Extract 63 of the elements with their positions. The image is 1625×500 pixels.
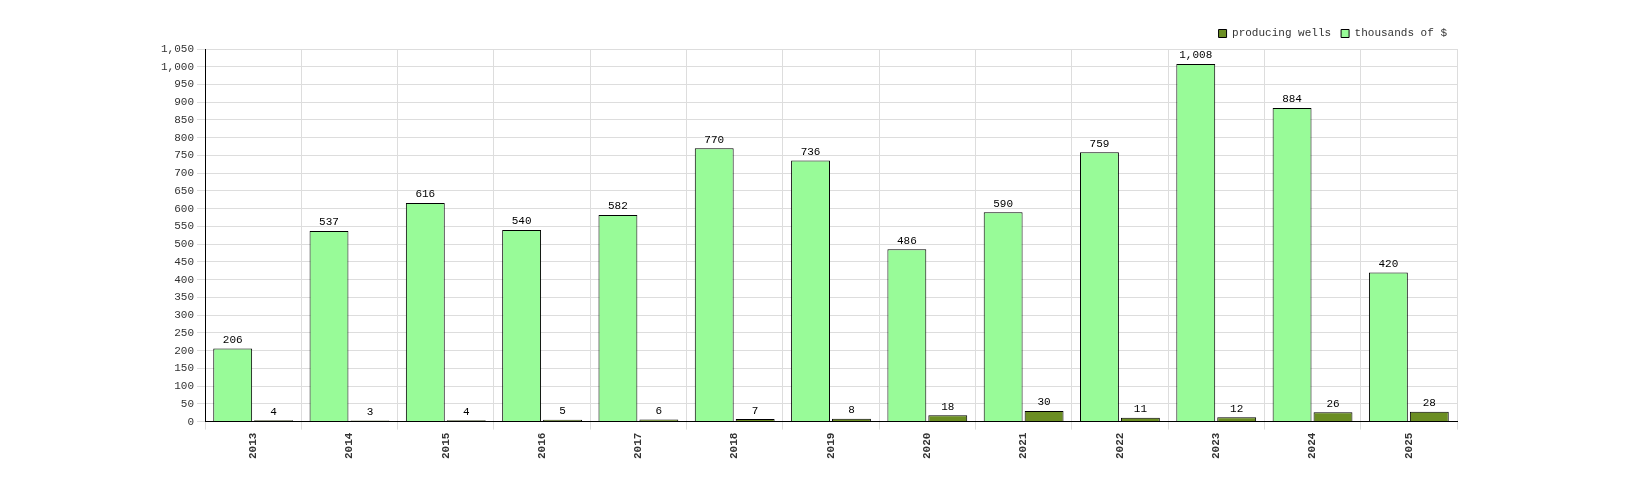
data-label: 28 [1422,397,1436,410]
legend-label: producing wells [1232,27,1332,40]
x-tick-label: 2015 [439,432,452,459]
data-label: 206 [222,333,243,346]
x-tick-label: 2020 [921,432,934,459]
y-tick-label: 950 [174,78,195,91]
y-tick-label: 500 [174,238,195,251]
data-label: 759 [1089,137,1110,150]
y-tick-label: 900 [174,96,195,109]
data-label: 736 [800,145,821,158]
data-label: 6 [655,404,663,417]
y-tick-label: 250 [174,326,195,339]
x-tick-label: 2021 [1017,432,1030,459]
data-label: 3 [366,405,374,418]
y-tick-label: 750 [174,149,195,162]
data-label: 486 [896,234,917,247]
y-tick-label: 0 [187,415,195,428]
data-label: 5 [559,405,566,418]
data-label: 7 [751,404,759,417]
data-label: 4 [462,405,470,418]
data-label: 30 [1037,396,1051,409]
y-tick-label: 1,050 [160,42,195,55]
data-label: 420 [1378,257,1399,270]
data-label: 8 [848,404,855,417]
x-tick-label: 2013 [246,432,259,459]
x-tick-label: 2014 [343,432,356,459]
data-label: 884 [1282,93,1303,106]
y-tick-label: 200 [174,344,195,357]
y-tick-label: 850 [174,113,195,126]
x-tick-label: 2019 [824,432,837,459]
data-label: 616 [415,188,436,201]
x-tick-label: 2023 [1210,432,1222,459]
data-label: 12 [1230,402,1244,415]
x-tick-label: 2016 [535,432,548,459]
x-tick-label: 2024 [1306,432,1319,459]
data-label: 26 [1326,397,1340,410]
y-tick-label: 650 [174,184,195,197]
data-label: 18 [941,400,955,413]
data-label: 540 [511,215,532,228]
data-label: 11 [1133,403,1148,416]
y-tick-label: 150 [174,362,195,375]
y-tick-label: 50 [180,397,195,410]
data-label: 770 [704,133,725,146]
x-tick-label: 2025 [1402,432,1415,459]
y-tick-label: 700 [174,167,195,180]
y-tick-label: 350 [174,291,195,304]
y-tick-label: 550 [174,220,195,233]
x-tick-label: 2018 [728,432,741,459]
y-tick-label: 800 [174,131,195,144]
legend-label: thousands of $ [1354,27,1448,40]
data-label: 537 [319,216,339,229]
data-label: 4 [270,405,278,418]
y-tick-label: 600 [174,202,195,215]
y-tick-label: 400 [174,273,195,286]
x-tick-label: 2022 [1113,432,1126,459]
data-label: 590 [993,197,1014,210]
x-tick-label: 2017 [632,432,645,459]
y-tick-label: 450 [174,255,195,268]
y-tick-label: 300 [174,309,195,322]
data-label: 582 [608,200,628,213]
data-label: 1,008 [1179,49,1213,62]
y-tick-label: 1,000 [160,60,195,73]
y-tick-label: 100 [174,380,195,393]
